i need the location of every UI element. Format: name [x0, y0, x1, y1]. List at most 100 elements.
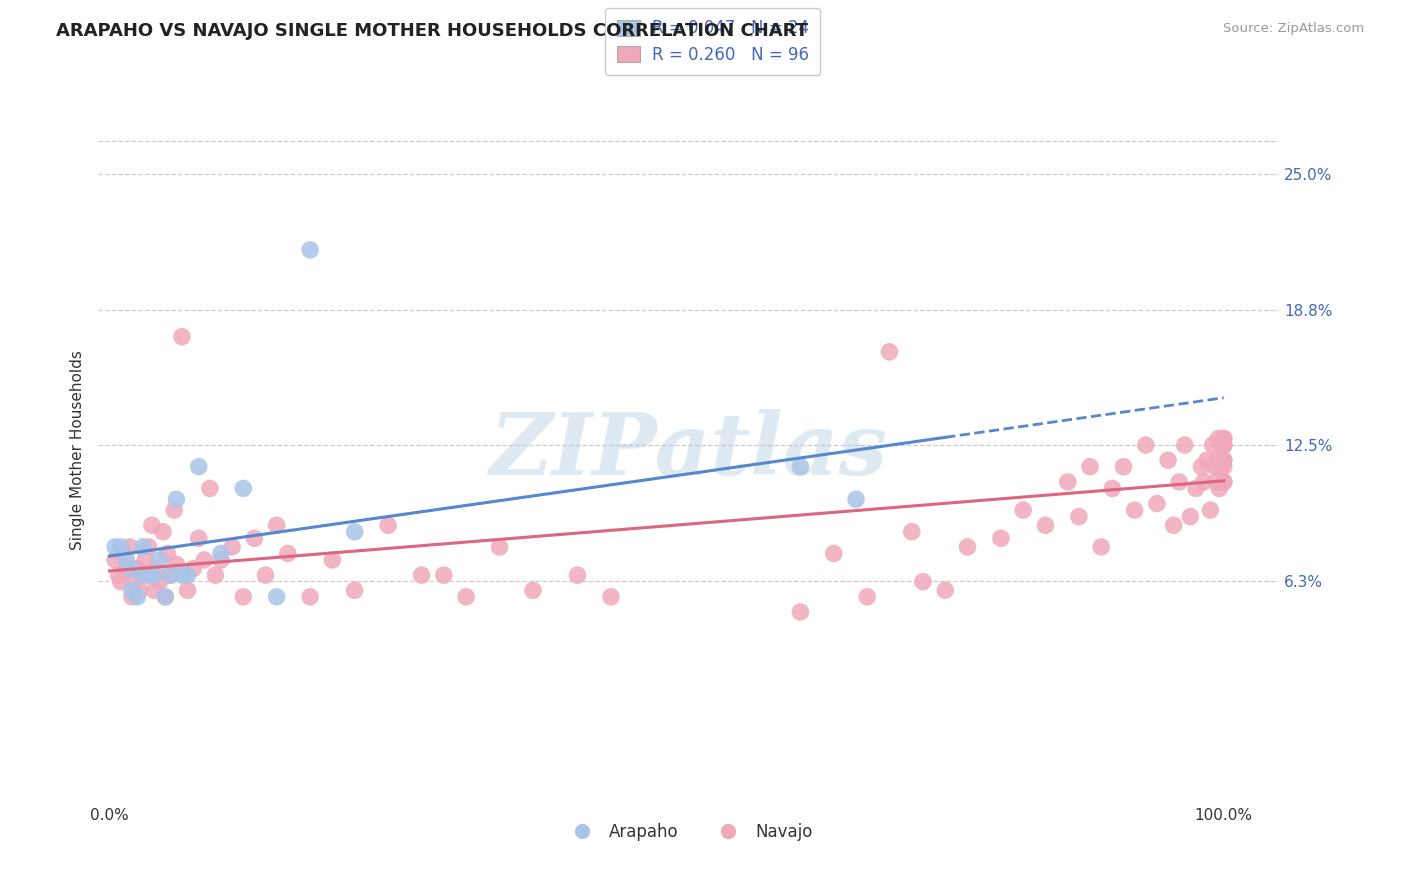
- Point: [321, 553, 343, 567]
- Point: [823, 546, 845, 560]
- Point: [149, 574, 172, 589]
- Point: [155, 590, 177, 604]
- Point: [1067, 509, 1090, 524]
- Point: [1206, 453, 1229, 467]
- Point: [1123, 503, 1146, 517]
- Point: [232, 590, 254, 604]
- Point: [254, 568, 277, 582]
- Point: [111, 546, 134, 560]
- Point: [115, 561, 138, 575]
- Text: ZIPatlas: ZIPatlas: [489, 409, 889, 492]
- Text: Source: ZipAtlas.com: Source: ZipAtlas.com: [1223, 22, 1364, 36]
- Point: [1012, 503, 1035, 517]
- Legend: Arapaho, Navajo: Arapaho, Navajo: [558, 816, 820, 847]
- Point: [1146, 497, 1168, 511]
- Point: [567, 568, 589, 582]
- Point: [1209, 459, 1232, 474]
- Point: [145, 561, 167, 575]
- Point: [299, 590, 322, 604]
- Point: [209, 553, 232, 567]
- Point: [176, 583, 198, 598]
- Point: [232, 482, 254, 496]
- Point: [165, 492, 187, 507]
- Point: [266, 518, 288, 533]
- Point: [789, 459, 811, 474]
- Point: [1101, 482, 1123, 496]
- Point: [127, 561, 149, 575]
- Point: [121, 583, 143, 598]
- Point: [1168, 475, 1191, 489]
- Point: [1056, 475, 1078, 489]
- Point: [911, 574, 934, 589]
- Point: [1206, 432, 1229, 446]
- Point: [134, 553, 156, 567]
- Point: [1212, 432, 1234, 446]
- Point: [187, 459, 209, 474]
- Point: [193, 553, 215, 567]
- Point: [1212, 459, 1234, 474]
- Point: [128, 583, 150, 598]
- Point: [343, 524, 366, 539]
- Point: [956, 540, 979, 554]
- Point: [1180, 509, 1202, 524]
- Point: [1135, 438, 1157, 452]
- Point: [187, 531, 209, 545]
- Point: [104, 553, 127, 567]
- Point: [1208, 482, 1230, 496]
- Point: [127, 590, 149, 604]
- Point: [266, 590, 288, 604]
- Point: [1201, 438, 1223, 452]
- Point: [1185, 482, 1208, 496]
- Point: [1212, 453, 1234, 467]
- Point: [934, 583, 956, 598]
- Point: [209, 546, 232, 560]
- Point: [1211, 438, 1233, 452]
- Point: [1212, 475, 1234, 489]
- Point: [377, 518, 399, 533]
- Point: [170, 568, 193, 582]
- Point: [411, 568, 433, 582]
- Point: [138, 568, 160, 582]
- Point: [121, 590, 143, 604]
- Point: [1199, 503, 1222, 517]
- Point: [1191, 459, 1213, 474]
- Point: [1212, 438, 1234, 452]
- Point: [1212, 453, 1234, 467]
- Point: [900, 524, 922, 539]
- Point: [1212, 475, 1234, 489]
- Point: [1212, 453, 1234, 467]
- Point: [1205, 475, 1227, 489]
- Point: [181, 561, 204, 575]
- Point: [1078, 459, 1101, 474]
- Point: [121, 561, 143, 575]
- Point: [170, 329, 193, 343]
- Point: [456, 590, 478, 604]
- Point: [143, 583, 166, 598]
- Point: [138, 540, 160, 554]
- Point: [1204, 459, 1226, 474]
- Point: [277, 546, 299, 560]
- Point: [1174, 438, 1197, 452]
- Y-axis label: Single Mother Households: Single Mother Households: [69, 351, 84, 550]
- Point: [122, 574, 145, 589]
- Point: [160, 568, 183, 582]
- Point: [1163, 518, 1185, 533]
- Point: [1212, 438, 1234, 452]
- Point: [132, 540, 155, 554]
- Point: [163, 503, 186, 517]
- Point: [141, 518, 163, 533]
- Point: [600, 590, 623, 604]
- Point: [856, 590, 879, 604]
- Point: [155, 590, 177, 604]
- Point: [1192, 475, 1215, 489]
- Point: [107, 568, 129, 582]
- Point: [160, 568, 183, 582]
- Point: [1035, 518, 1057, 533]
- Point: [845, 492, 868, 507]
- Point: [789, 605, 811, 619]
- Point: [488, 540, 510, 554]
- Point: [118, 540, 141, 554]
- Text: ARAPAHO VS NAVAJO SINGLE MOTHER HOUSEHOLDS CORRELATION CHART: ARAPAHO VS NAVAJO SINGLE MOTHER HOUSEHOL…: [56, 22, 808, 40]
- Point: [143, 568, 166, 582]
- Point: [104, 540, 127, 554]
